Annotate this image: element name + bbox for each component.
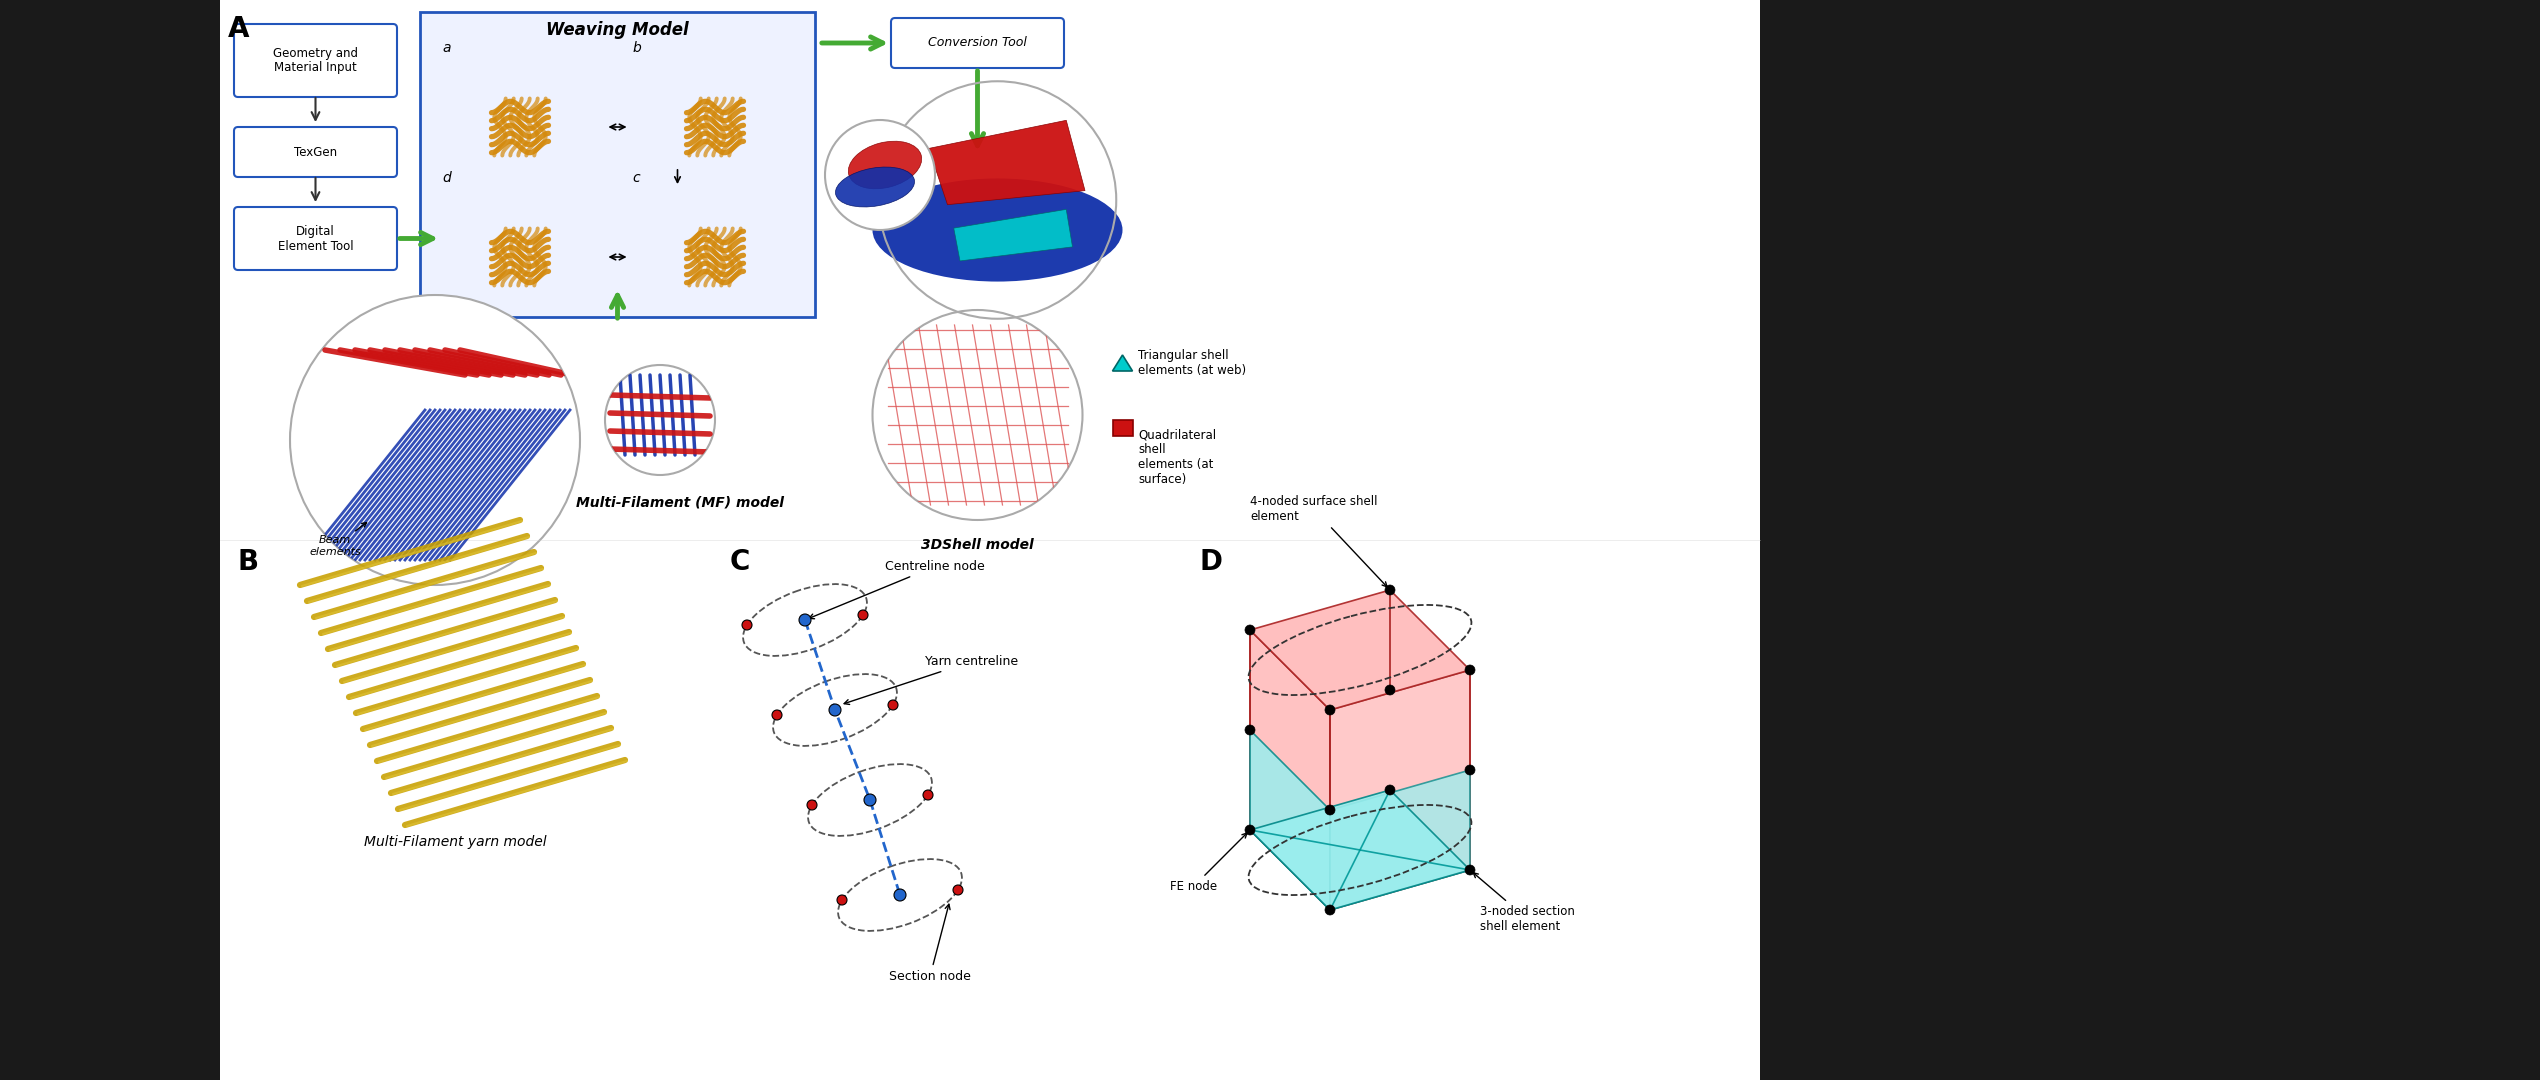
Circle shape bbox=[826, 120, 935, 230]
Polygon shape bbox=[1331, 670, 1471, 910]
Text: D: D bbox=[1199, 548, 1222, 576]
Circle shape bbox=[800, 615, 810, 626]
Circle shape bbox=[772, 710, 782, 720]
Circle shape bbox=[290, 295, 579, 585]
Circle shape bbox=[1466, 865, 1476, 875]
Circle shape bbox=[1245, 825, 1255, 835]
FancyBboxPatch shape bbox=[234, 24, 396, 97]
FancyBboxPatch shape bbox=[234, 127, 396, 177]
Text: B: B bbox=[239, 548, 259, 576]
Bar bbox=[419, 12, 815, 318]
Circle shape bbox=[889, 700, 899, 710]
Ellipse shape bbox=[848, 141, 922, 189]
Text: Digital
Element Tool: Digital Element Tool bbox=[277, 225, 353, 253]
Text: Quadrilateral
shell
elements (at
surface): Quadrilateral shell elements (at surface… bbox=[1138, 428, 1217, 486]
Polygon shape bbox=[1250, 730, 1331, 910]
Circle shape bbox=[922, 789, 932, 800]
Circle shape bbox=[605, 365, 714, 475]
Bar bbox=[1113, 420, 1133, 436]
Text: 3DShell model: 3DShell model bbox=[922, 538, 1034, 552]
Circle shape bbox=[1384, 785, 1394, 795]
Circle shape bbox=[859, 610, 869, 620]
Text: b: b bbox=[632, 41, 640, 55]
Circle shape bbox=[1466, 765, 1476, 775]
Circle shape bbox=[952, 885, 963, 895]
Polygon shape bbox=[952, 210, 1072, 261]
Polygon shape bbox=[1113, 355, 1133, 372]
Text: c: c bbox=[632, 171, 640, 185]
Text: C: C bbox=[729, 548, 749, 576]
Ellipse shape bbox=[874, 178, 1123, 282]
Text: Centreline node: Centreline node bbox=[810, 561, 986, 619]
Circle shape bbox=[1245, 625, 1255, 635]
Text: 3-noded section
shell element: 3-noded section shell element bbox=[1473, 873, 1575, 933]
Circle shape bbox=[1384, 585, 1394, 595]
FancyBboxPatch shape bbox=[892, 18, 1064, 68]
Circle shape bbox=[808, 800, 818, 810]
Polygon shape bbox=[1250, 789, 1471, 910]
Text: Triangular shell
elements (at web): Triangular shell elements (at web) bbox=[1138, 349, 1247, 377]
Text: Yarn centreline: Yarn centreline bbox=[843, 654, 1019, 704]
Circle shape bbox=[1245, 725, 1255, 735]
Text: Beam
elements: Beam elements bbox=[310, 523, 366, 557]
Text: Multi-Filament yarn model: Multi-Filament yarn model bbox=[363, 835, 546, 849]
Text: Conversion Tool: Conversion Tool bbox=[927, 37, 1026, 50]
Text: TexGen: TexGen bbox=[295, 146, 338, 159]
Bar bbox=[221, 0, 1760, 1080]
Circle shape bbox=[828, 704, 841, 716]
Text: Geometry and
Material Input: Geometry and Material Input bbox=[272, 46, 358, 75]
Text: 4-noded surface shell
element: 4-noded surface shell element bbox=[1250, 495, 1387, 586]
Text: Multi-Filament (MF) model: Multi-Filament (MF) model bbox=[577, 495, 785, 509]
Text: d: d bbox=[442, 171, 450, 185]
Circle shape bbox=[864, 794, 876, 806]
Circle shape bbox=[742, 620, 752, 630]
Circle shape bbox=[1326, 905, 1336, 915]
Circle shape bbox=[874, 310, 1082, 519]
Circle shape bbox=[1466, 665, 1476, 675]
Circle shape bbox=[894, 889, 907, 901]
Circle shape bbox=[1326, 805, 1336, 815]
Polygon shape bbox=[1331, 770, 1471, 910]
Ellipse shape bbox=[836, 167, 914, 207]
Circle shape bbox=[1384, 685, 1394, 696]
Polygon shape bbox=[1250, 590, 1471, 710]
Circle shape bbox=[838, 895, 846, 905]
Text: FE node: FE node bbox=[1171, 833, 1247, 893]
Polygon shape bbox=[1250, 630, 1331, 910]
Text: A: A bbox=[229, 15, 249, 43]
Polygon shape bbox=[930, 120, 1085, 205]
Circle shape bbox=[1326, 705, 1336, 715]
Text: a: a bbox=[442, 41, 450, 55]
Text: Section node: Section node bbox=[889, 904, 970, 983]
Text: Weaving Model: Weaving Model bbox=[546, 21, 688, 39]
FancyBboxPatch shape bbox=[234, 207, 396, 270]
